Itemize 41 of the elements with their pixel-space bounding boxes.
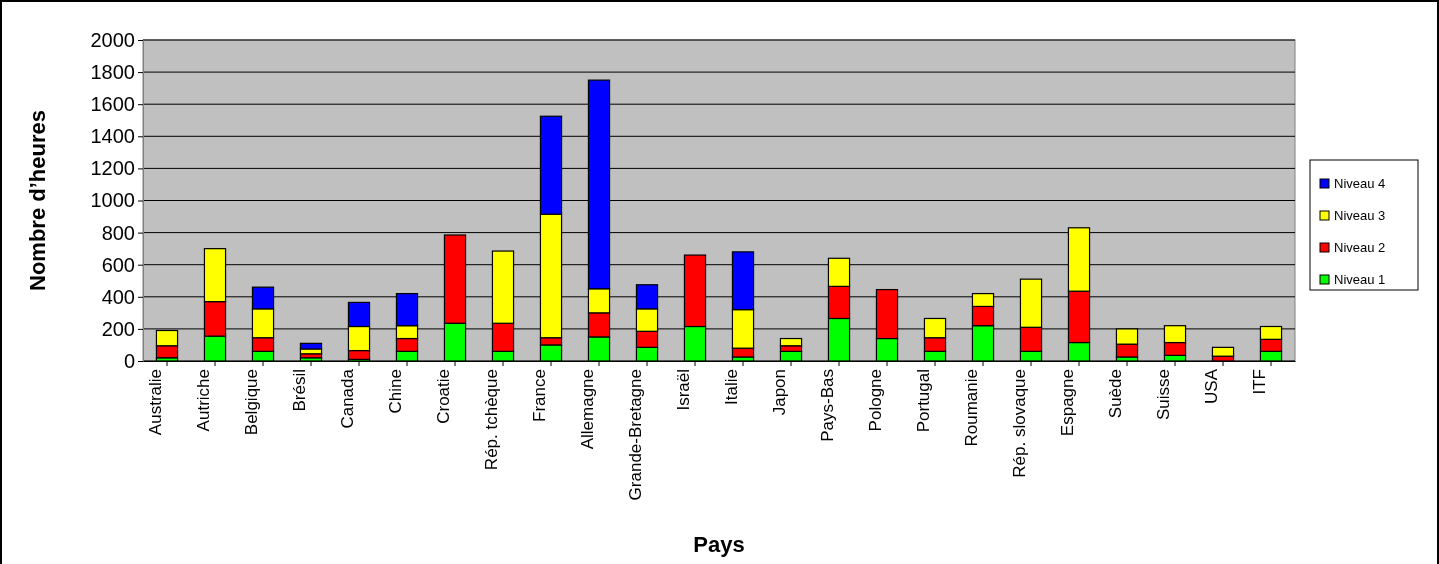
x-tick-label: Espagne [1058, 369, 1078, 437]
y-tick-label: 0 [123, 349, 135, 372]
legend-label: Niveau 1 [1334, 272, 1386, 287]
x-tick-label: Chine [386, 369, 406, 414]
legend-label: Niveau 4 [1334, 176, 1386, 191]
x-tick-label: Suède [1106, 369, 1126, 419]
x-tick-label: Rép. tchèque [482, 369, 502, 471]
x-axis-title: Pays [693, 532, 745, 557]
x-tick-label: France [530, 369, 550, 422]
x-tick-label: Belgique [242, 369, 262, 436]
y-axis-title: Nombre d’heures [25, 110, 50, 291]
x-tick-label: Japon [770, 369, 790, 416]
x-tick-label: ITF [1250, 369, 1270, 395]
x-tick-label: Canada [338, 368, 358, 429]
x-tick-label: Croatie [434, 369, 454, 424]
y-tick-label: 1400 [90, 125, 135, 148]
x-tick-label: Pologne [866, 369, 886, 432]
y-tick-label: 200 [101, 317, 135, 340]
x-tick-label: Autriche [194, 369, 214, 432]
x-tick-label: Italie [722, 369, 742, 405]
x-tick-label: USA [1202, 368, 1222, 404]
x-tick-label: Grande-Bretagne [626, 369, 646, 501]
x-tick-label: Pays-Bas [818, 369, 838, 442]
x-tick-label: Portugal [914, 369, 934, 433]
x-tick-label: Rép. slovaque [1010, 369, 1030, 478]
legend-label: Niveau 3 [1334, 208, 1386, 223]
y-tick-label: 1200 [90, 157, 135, 180]
y-tick-label: 400 [101, 285, 135, 308]
x-tick-label: Suisse [1154, 369, 1174, 421]
y-tick-label: 1000 [90, 189, 135, 212]
x-tick-label: Israël [674, 369, 694, 411]
y-tick-label: 1600 [90, 93, 135, 116]
y-tick-label: 2000 [90, 28, 135, 51]
x-tick-label: Roumanie [962, 369, 982, 447]
legend-label: Niveau 2 [1334, 240, 1386, 255]
x-tick-label: Allemagne [578, 369, 598, 450]
x-tick-label: Australie [146, 369, 166, 436]
x-tick-label: Brésil [290, 369, 310, 412]
y-tick-label: 1800 [90, 61, 135, 83]
y-tick-label: 800 [101, 221, 135, 244]
y-tick-label: 600 [101, 253, 135, 276]
